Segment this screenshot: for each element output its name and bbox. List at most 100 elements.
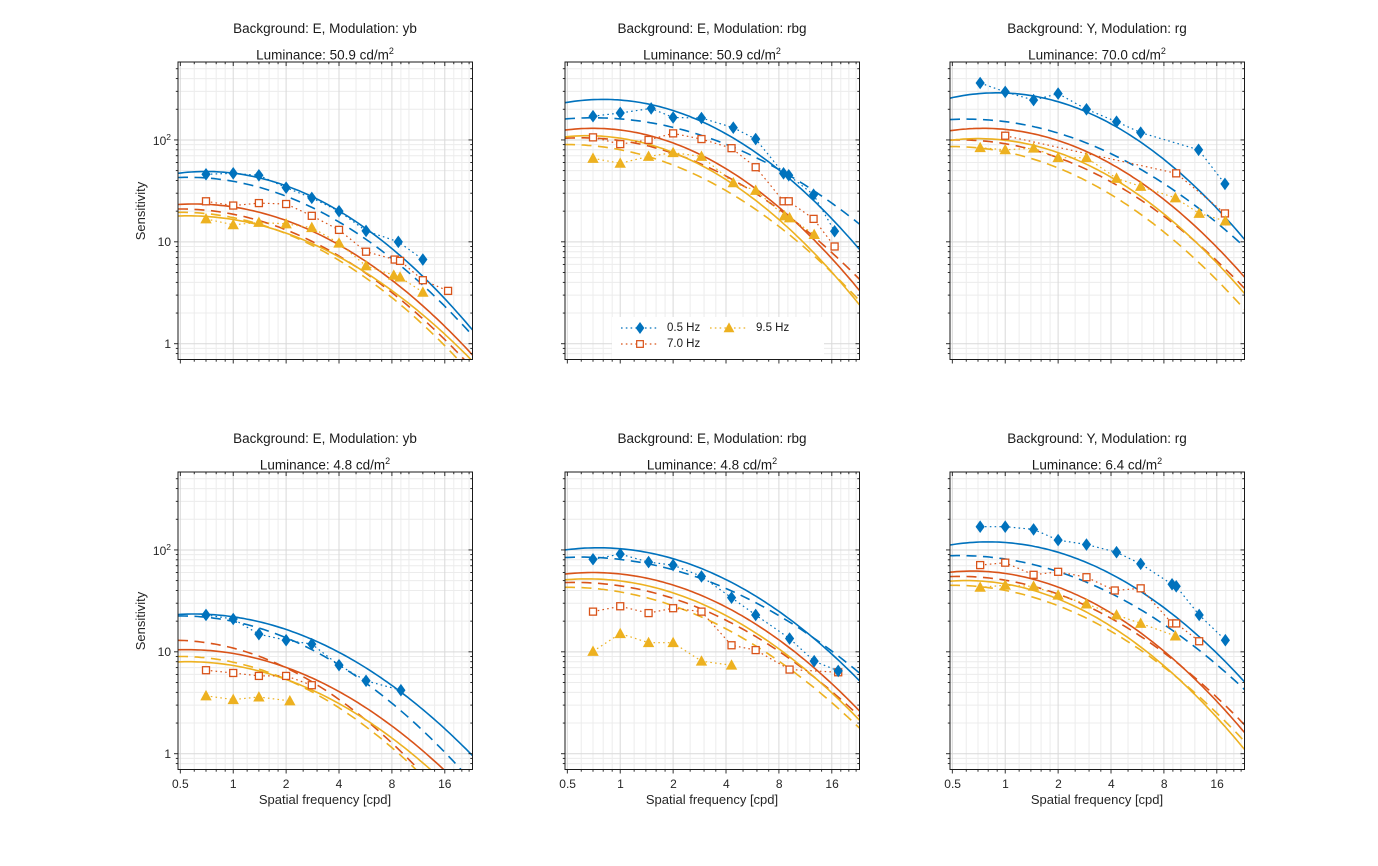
triangle-marker-icon	[253, 691, 265, 702]
diamond-marker-icon	[1053, 87, 1064, 100]
triangle-marker-icon	[417, 286, 429, 297]
subplot-title-2: Background: Y, Modulation: rg Luminance:…	[947, 18, 1247, 67]
diamond-marker-icon	[751, 132, 761, 146]
data-line-9.5Hz	[205, 695, 290, 702]
fit-line-7.0Hz-dashed	[950, 575, 1245, 726]
diamond-marker-icon	[975, 76, 986, 90]
fit-line-9.5Hz-solid	[950, 579, 1245, 750]
square-marker-icon	[785, 665, 795, 674]
fit-line-0.5Hz-solid	[565, 547, 860, 682]
subplot-5	[944, 466, 1251, 781]
unit-superscript: 2	[775, 46, 781, 56]
minor-grid	[565, 62, 860, 360]
subplot-2	[944, 56, 1251, 371]
y-axis-label-bottom: Sensitivity	[133, 591, 148, 651]
x-tick-label: 4	[1107, 776, 1115, 791]
diamond-marker-icon	[1112, 545, 1122, 559]
square-marker-icon	[697, 134, 706, 144]
triangle-marker-icon	[587, 152, 599, 163]
subplot-title-line1: Background: E, Modulation: rbg	[617, 21, 807, 36]
unit-superscript: 2	[388, 46, 394, 56]
square-marker-icon	[1054, 567, 1063, 576]
y-tick-label: 1	[164, 746, 171, 761]
fit-line-9.5Hz-dashed	[950, 145, 1245, 311]
data-layer	[950, 76, 1245, 311]
legend-item-7.0hz: 7.0 Hz	[620, 336, 700, 352]
x-tick-label: 2	[670, 776, 677, 791]
tick-marks	[561, 472, 860, 774]
triangle-marker-icon	[696, 655, 708, 666]
subplot-title-4: Background: E, Modulation: rbg Luminance…	[562, 428, 862, 477]
subplot-title-line2: Luminance: 4.8 cd/m2	[646, 456, 778, 473]
square-marker-icon	[307, 681, 316, 690]
square-marker-icon	[727, 144, 736, 153]
fit-line-0.5Hz-dashed	[950, 554, 1245, 691]
diamond-marker-icon	[646, 102, 657, 115]
square-marker-icon	[334, 225, 344, 235]
square-marker-icon	[229, 201, 238, 210]
triangle-marker-icon	[394, 271, 406, 282]
diamond-marker-icon	[728, 121, 739, 134]
fit-line-7.0Hz-dashed	[565, 137, 860, 280]
triangle-marker-icon	[227, 218, 239, 230]
diamond-marker-icon	[307, 191, 317, 205]
triangle-marker-icon	[1111, 609, 1123, 620]
square-marker-icon	[727, 641, 736, 650]
x-axis-label-0: Spatial frequency [cpd]	[258, 792, 392, 807]
subplot-4	[559, 466, 866, 781]
legend-label: 0.5 Hz	[667, 322, 701, 334]
diamond-marker-icon	[334, 204, 344, 218]
square-marker-icon	[1136, 584, 1146, 593]
triangle-marker-icon	[696, 150, 708, 161]
diamond-marker-icon	[228, 612, 238, 626]
legend-square-icon	[621, 340, 659, 348]
square-marker-icon	[443, 286, 453, 296]
x-tick-label: 2	[282, 776, 290, 791]
square-marker-icon	[1001, 131, 1010, 140]
fit-line-9.5Hz-solid	[565, 134, 860, 306]
fit-line-7.0Hz-solid	[950, 570, 1245, 734]
fit-line-7.0Hz-solid	[178, 203, 473, 356]
triangle-marker-icon	[388, 269, 400, 280]
unit-superscript: 2	[1160, 46, 1166, 56]
x-tick-label: 4	[335, 776, 343, 791]
y-axis-label-top: Sensitivity	[133, 181, 148, 241]
triangle-marker-icon	[999, 143, 1012, 155]
triangle-marker-icon	[360, 260, 372, 271]
diamond-marker-icon	[1000, 85, 1011, 99]
x-tick-label: 8	[388, 776, 396, 791]
x-tick-label: 16	[1210, 776, 1224, 791]
data-line-0.5Hz	[593, 553, 839, 672]
data-line-0.5Hz	[980, 82, 1226, 185]
major-grid	[178, 62, 473, 360]
square-marker-icon	[616, 602, 625, 611]
major-grid	[950, 62, 1245, 360]
data-layer	[565, 547, 860, 729]
fit-line-7.0Hz-dashed	[178, 639, 420, 770]
square-marker-icon	[669, 604, 678, 613]
diamond-marker-icon	[1000, 520, 1011, 534]
data-line-9.5Hz	[980, 147, 1226, 222]
markers-9.5Hz	[200, 212, 429, 297]
x-tick-label: 0.5	[171, 776, 189, 791]
diamond-marker-icon	[830, 224, 840, 238]
data-line-7.0Hz	[1005, 135, 1226, 214]
plot-area	[946, 61, 1246, 364]
triangle-marker-icon	[614, 627, 627, 639]
diamond-marker-icon	[1053, 533, 1064, 547]
diamond-marker-icon	[201, 167, 211, 181]
tick-marks	[174, 472, 473, 774]
fit-line-0.5Hz-dashed	[565, 117, 860, 225]
fit-line-7.0Hz-dashed	[565, 581, 860, 717]
diamond-marker-icon	[668, 558, 679, 572]
square-marker-icon	[395, 256, 405, 266]
x-tick-label: 16	[825, 776, 839, 791]
tick-marks	[174, 62, 473, 364]
triangle-marker-icon	[1219, 215, 1232, 226]
fit-line-9.5Hz-dashed	[178, 211, 460, 360]
data-line-7.0Hz	[593, 132, 836, 247]
fit-line-0.5Hz-solid	[950, 92, 1245, 240]
diamond-marker-icon	[334, 658, 344, 672]
square-marker-icon	[1082, 573, 1091, 582]
